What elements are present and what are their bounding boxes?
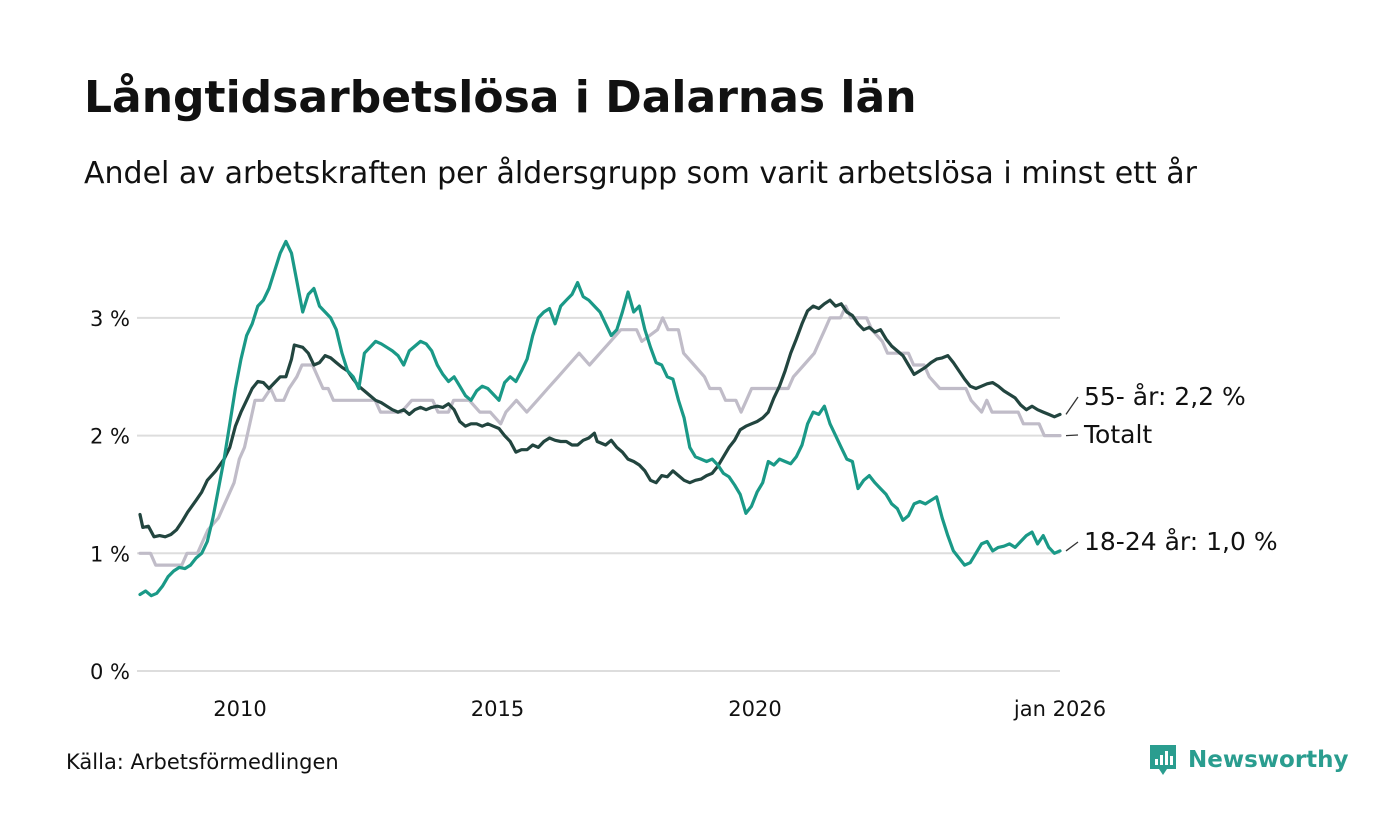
x-tick-label: 2020: [728, 697, 781, 721]
label-leader-line: [1065, 434, 1079, 437]
x-tick-label: 2010: [213, 697, 266, 721]
brand-logo[interactable]: Newsworthy: [1148, 743, 1349, 777]
y-axis: 0 % 1 % 2 % 3 %: [90, 307, 130, 684]
x-tick-label: 2015: [471, 697, 524, 721]
source-note: Källa: Arbetsförmedlingen: [66, 750, 339, 774]
x-tick-label: jan 2026: [1013, 697, 1106, 721]
label-leader-line: [1065, 541, 1079, 552]
chart-title: Långtidsarbetslösa i Dalarnas län: [84, 72, 917, 123]
y-tick-label: 2 %: [90, 425, 130, 449]
series-end-label: Totalt: [1083, 420, 1152, 449]
series-line-55-r: [138, 298, 1062, 539]
x-axis: 2010 2015 2020 jan 2026: [213, 697, 1106, 721]
series-labels: Totalt 55- år: 2,2 % 18-24 år: 1,0 %: [1065, 382, 1278, 556]
grid-layer: [137, 316, 1060, 672]
series-end-label: 55- år: 2,2 %: [1084, 382, 1246, 411]
chart-subtitle: Andel av arbetskraften per åldersgrupp s…: [84, 156, 1197, 191]
y-tick-label: 0 %: [90, 660, 130, 684]
series-line-totalt: [138, 304, 1062, 567]
newsworthy-logo-icon: [1150, 745, 1176, 775]
y-tick-label: 3 %: [90, 307, 130, 331]
label-leader-line: [1065, 396, 1079, 415]
y-tick-label: 1 %: [90, 542, 130, 566]
series-line-18-24-r: [138, 239, 1062, 598]
series-lines: [138, 239, 1062, 598]
series-end-label: 18-24 år: 1,0 %: [1084, 527, 1278, 556]
brand-name: Newsworthy: [1188, 747, 1349, 773]
